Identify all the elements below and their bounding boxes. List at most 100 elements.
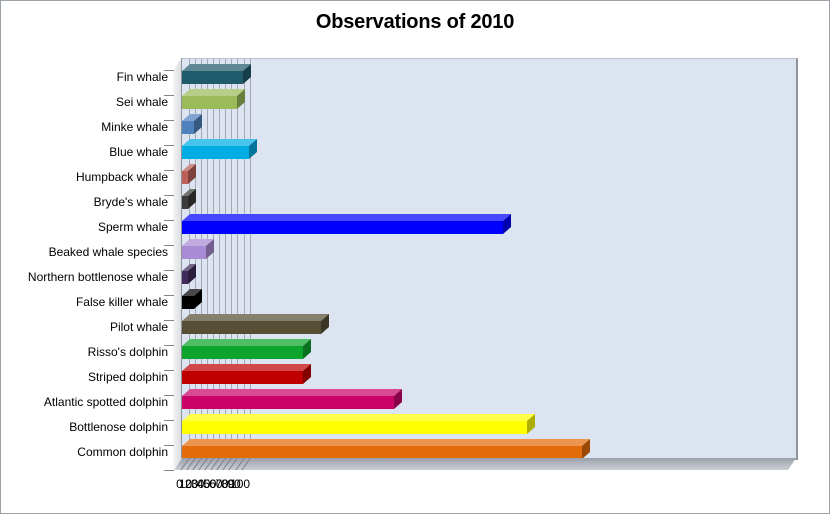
x-tick-label-100: 100 bbox=[230, 477, 251, 491]
gridline-0 bbox=[189, 59, 190, 459]
x-tick-label-20: 20 bbox=[184, 477, 199, 491]
bar-beaked-whale-species bbox=[182, 239, 214, 259]
chart-title: Observations of 2010 bbox=[315, 11, 515, 33]
bar-striped-dolphin bbox=[182, 364, 311, 384]
category-boundary-tick bbox=[164, 170, 174, 171]
category-boundary-tick bbox=[164, 470, 174, 471]
bar-top-face bbox=[182, 289, 202, 296]
category-boundary-tick bbox=[164, 95, 174, 96]
bar-front-face bbox=[182, 396, 394, 409]
bar-front-face bbox=[182, 271, 188, 284]
bar-top-face bbox=[182, 264, 196, 271]
bar-risso-s-dolphin bbox=[182, 339, 311, 359]
category-label-atlantic-spotted-dolphin: Atlantic spotted dolphin bbox=[43, 395, 168, 409]
bar-top-face bbox=[182, 314, 329, 321]
bar-side-face bbox=[527, 414, 535, 434]
category-label-common-dolphin: Common dolphin bbox=[77, 445, 168, 459]
bar-blue-whale bbox=[182, 139, 257, 159]
category-boundary-tick bbox=[164, 445, 174, 446]
category-label-pilot-whale: Pilot whale bbox=[109, 320, 168, 334]
bar-atlantic-spotted-dolphin bbox=[182, 389, 402, 409]
bar-side-face bbox=[188, 164, 196, 184]
bar-side-face bbox=[194, 289, 202, 309]
bar-side-face bbox=[321, 314, 329, 334]
bar-front-face bbox=[182, 421, 527, 434]
category-boundary-tick bbox=[164, 270, 174, 271]
category-label-humpback-whale: Humpback whale bbox=[75, 170, 168, 184]
category-label-bryde-s-whale: Bryde's whale bbox=[93, 195, 168, 209]
x-tick-label-90: 90 bbox=[227, 477, 241, 491]
bar-side-face bbox=[303, 364, 311, 384]
category-label-fin-whale: Fin whale bbox=[116, 70, 168, 84]
bar-side-face bbox=[249, 139, 257, 159]
bar-front-face bbox=[182, 96, 237, 109]
gridline-50 bbox=[219, 59, 221, 459]
gridline-10 bbox=[195, 59, 197, 459]
bar-sei-whale bbox=[182, 89, 245, 109]
bar-top-face bbox=[182, 389, 402, 396]
bar-northern-bottlenose-whale bbox=[182, 264, 196, 284]
bar-front-face bbox=[182, 146, 249, 159]
gridline-60 bbox=[225, 59, 227, 459]
bar-side-face bbox=[303, 339, 311, 359]
category-boundary-tick bbox=[164, 345, 174, 346]
bar-side-face bbox=[394, 389, 402, 409]
bar-front-face bbox=[182, 71, 243, 84]
bar-false-killer-whale bbox=[182, 289, 202, 309]
bar-sperm-whale bbox=[182, 214, 511, 234]
category-label-beaked-whale-species: Beaked whale species bbox=[48, 245, 168, 259]
bar-top-face bbox=[182, 339, 311, 346]
bar-top-face bbox=[182, 214, 511, 221]
bar-top-face bbox=[182, 414, 535, 421]
bar-side-face bbox=[194, 114, 202, 134]
bar-top-face bbox=[182, 89, 245, 96]
gridline-30 bbox=[207, 59, 209, 459]
bar-side-face bbox=[243, 64, 251, 84]
bar-top-face bbox=[182, 164, 196, 171]
category-boundary-tick bbox=[164, 195, 174, 196]
bar-minke-whale bbox=[182, 114, 202, 134]
x-tick-label-80: 80 bbox=[221, 477, 235, 491]
category-axis-wall bbox=[173, 58, 182, 470]
category-label-northern-bottlenose-whale: Northern bottlenose whale bbox=[27, 270, 168, 284]
category-boundary-tick bbox=[164, 70, 174, 71]
bar-bryde-s-whale bbox=[182, 189, 196, 209]
gridline-70 bbox=[231, 59, 233, 459]
bar-front-face bbox=[182, 321, 321, 334]
category-axis-line bbox=[181, 58, 182, 458]
x-tick-label-30: 30 bbox=[190, 477, 205, 491]
bar-top-face bbox=[182, 364, 311, 371]
bar-top-face bbox=[182, 239, 214, 246]
category-boundary-tick bbox=[164, 295, 174, 296]
bar-bottlenose-dolphin bbox=[182, 414, 535, 434]
bar-front-face bbox=[182, 346, 303, 359]
x-tick-label-70: 70 bbox=[215, 477, 229, 491]
gridline-40 bbox=[213, 59, 215, 459]
category-boundary-tick bbox=[164, 395, 174, 396]
category-label-striped-dolphin: Striped dolphin bbox=[87, 370, 168, 384]
category-label-risso-s-dolphin: Risso's dolphin bbox=[87, 345, 168, 359]
bar-front-face bbox=[182, 196, 188, 209]
category-boundary-tick bbox=[164, 420, 174, 421]
category-boundary-tick bbox=[164, 245, 174, 246]
bar-top-face bbox=[182, 114, 202, 121]
gridline-100 bbox=[249, 59, 251, 459]
plot-floor bbox=[174, 458, 796, 470]
x-tick-label-60: 60 bbox=[209, 477, 223, 491]
bar-front-face bbox=[182, 121, 194, 134]
bar-top-face bbox=[182, 439, 590, 446]
category-boundary-tick bbox=[164, 145, 174, 146]
bar-side-face bbox=[188, 264, 196, 284]
bar-pilot-whale bbox=[182, 314, 329, 334]
bar-top-face bbox=[182, 64, 251, 71]
bar-front-face bbox=[182, 246, 206, 259]
bar-fin-whale bbox=[182, 64, 251, 84]
bar-front-face bbox=[182, 171, 188, 184]
x-tick-label-0: 0 bbox=[176, 477, 183, 491]
category-label-bottlenose-dolphin: Bottlenose dolphin bbox=[69, 420, 168, 434]
category-label-minke-whale: Minke whale bbox=[101, 120, 168, 134]
category-boundary-tick bbox=[164, 370, 174, 371]
x-tick-label-10: 10 bbox=[178, 477, 193, 491]
category-boundary-tick bbox=[164, 220, 174, 221]
